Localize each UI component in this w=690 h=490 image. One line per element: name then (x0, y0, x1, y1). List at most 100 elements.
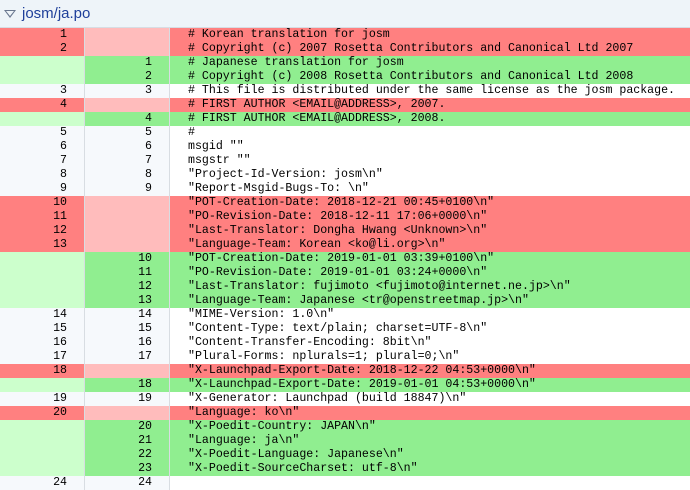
new-line-number: 3 (85, 84, 170, 98)
new-line-number: 4 (85, 112, 170, 126)
diff-line-ctx: 3 3 # This file is distributed under the s… (0, 84, 690, 98)
line-text: "POT-Creation-Date: 2019-01-01 03:39+010… (170, 252, 690, 266)
diff-line-ctx: 5 5 # (0, 126, 690, 140)
new-line-number: 20 (85, 420, 170, 434)
diff-line-add: 20 "X-Poedit-Country: JAPAN\n" (0, 420, 690, 434)
diff-line-del: 11 "PO-Revision-Date: 2018-12-11 17:06+00… (0, 210, 690, 224)
old-line-number: 18 (0, 364, 85, 378)
new-line-number: 12 (85, 280, 170, 294)
line-text: "Content-Transfer-Encoding: 8bit\n" (170, 336, 690, 350)
new-line-number: 19 (85, 392, 170, 406)
new-line-number (85, 364, 170, 378)
old-line-number: 2 (0, 42, 85, 56)
line-text (170, 476, 690, 490)
diff-line-ctx: 6 6 msgid "" (0, 140, 690, 154)
old-line-number: 5 (0, 126, 85, 140)
diff-line-add: 4 # FIRST AUTHOR <EMAIL@ADDRESS>, 2008. (0, 112, 690, 126)
new-line-number: 21 (85, 434, 170, 448)
file-header[interactable]: josm/ja.po (0, 0, 690, 28)
new-line-number (85, 406, 170, 420)
new-line-number: 14 (85, 308, 170, 322)
new-line-number: 6 (85, 140, 170, 154)
new-line-number (85, 196, 170, 210)
new-line-number (85, 28, 170, 42)
diff-line-del: 1 # Korean translation for josm (0, 28, 690, 42)
old-line-number: 16 (0, 336, 85, 350)
diff-line-add: 23 "X-Poedit-SourceCharset: utf-8\n" (0, 462, 690, 476)
old-line-number: 9 (0, 182, 85, 196)
new-line-number: 9 (85, 182, 170, 196)
old-line-number (0, 420, 85, 434)
old-line-number: 7 (0, 154, 85, 168)
line-text: # Japanese translation for josm (170, 56, 690, 70)
new-line-number (85, 238, 170, 252)
line-text: "Last-Translator: Dongha Hwang <Unknown>… (170, 224, 690, 238)
diff-line-add: 22 "X-Poedit-Language: Japanese\n" (0, 448, 690, 462)
line-text: "X-Poedit-SourceCharset: utf-8\n" (170, 462, 690, 476)
new-line-number: 17 (85, 350, 170, 364)
line-text: # Korean translation for josm (170, 28, 690, 42)
diff-line-del: 12 "Last-Translator: Dongha Hwang <Unknow… (0, 224, 690, 238)
old-line-number: 19 (0, 392, 85, 406)
diff-line-ctx: 14 14 "MIME-Version: 1.0\n" (0, 308, 690, 322)
old-line-number (0, 56, 85, 70)
line-text: "MIME-Version: 1.0\n" (170, 308, 690, 322)
diff-line-del: 2 # Copyright (c) 2007 Rosetta Contributo… (0, 42, 690, 56)
diff-line-add: 18 "X-Launchpad-Export-Date: 2019-01-01 0… (0, 378, 690, 392)
old-line-number (0, 378, 85, 392)
old-line-number (0, 448, 85, 462)
line-text: "Content-Type: text/plain; charset=UTF-8… (170, 322, 690, 336)
diff-line-ctx: 9 9 "Report-Msgid-Bugs-To: \n" (0, 182, 690, 196)
old-line-number: 10 (0, 196, 85, 210)
old-line-number: 14 (0, 308, 85, 322)
diff-line-ctx: 16 16 "Content-Transfer-Encoding: 8bit\n" (0, 336, 690, 350)
line-text: msgstr "" (170, 154, 690, 168)
new-line-number: 24 (85, 476, 170, 490)
line-text: "PO-Revision-Date: 2019-01-01 03:24+0000… (170, 266, 690, 280)
old-line-number (0, 112, 85, 126)
line-text: "X-Poedit-Country: JAPAN\n" (170, 420, 690, 434)
old-line-number: 13 (0, 238, 85, 252)
line-text: "Language-Team: Korean <ko@li.org>\n" (170, 238, 690, 252)
diff-line-del: 20 "Language: ko\n" (0, 406, 690, 420)
diff-line-del: 10 "POT-Creation-Date: 2018-12-21 00:45+0… (0, 196, 690, 210)
diff-line-add: 21 "Language: ja\n" (0, 434, 690, 448)
old-line-number: 12 (0, 224, 85, 238)
new-line-number: 7 (85, 154, 170, 168)
line-text: "POT-Creation-Date: 2018-12-21 00:45+010… (170, 196, 690, 210)
new-line-number: 5 (85, 126, 170, 140)
line-text: "Plural-Forms: nplurals=1; plural=0;\n" (170, 350, 690, 364)
line-text: # Copyright (c) 2008 Rosetta Contributor… (170, 70, 690, 84)
old-line-number: 15 (0, 322, 85, 336)
old-line-number: 20 (0, 406, 85, 420)
file-title: josm/ja.po (22, 5, 91, 22)
diff-line-del: 13 "Language-Team: Korean <ko@li.org>\n" (0, 238, 690, 252)
line-text: # FIRST AUTHOR <EMAIL@ADDRESS>, 2008. (170, 112, 690, 126)
new-line-number (85, 98, 170, 112)
line-text: # This file is distributed under the sam… (170, 84, 690, 98)
line-text: "X-Generator: Launchpad (build 18847)\n" (170, 392, 690, 406)
new-line-number: 1 (85, 56, 170, 70)
new-line-number: 22 (85, 448, 170, 462)
diff-line-add: 2 # Copyright (c) 2008 Rosetta Contributo… (0, 70, 690, 84)
line-text: # FIRST AUTHOR <EMAIL@ADDRESS>, 2007. (170, 98, 690, 112)
new-line-number: 18 (85, 378, 170, 392)
line-text: "X-Poedit-Language: Japanese\n" (170, 448, 690, 462)
triangle-down-icon[interactable] (4, 9, 16, 18)
line-text: # (170, 126, 690, 140)
diff-line-del: 18 "X-Launchpad-Export-Date: 2018-12-22 0… (0, 364, 690, 378)
old-line-number (0, 252, 85, 266)
old-line-number (0, 294, 85, 308)
line-text: "X-Launchpad-Export-Date: 2018-12-22 04:… (170, 364, 690, 378)
old-line-number: 17 (0, 350, 85, 364)
new-line-number: 15 (85, 322, 170, 336)
line-text: "Language: ko\n" (170, 406, 690, 420)
old-line-number: 6 (0, 140, 85, 154)
new-line-number (85, 210, 170, 224)
diff-view: 1 # Korean translation for josm 2 # Copyrig… (0, 28, 690, 490)
diff-line-ctx: 7 7 msgstr "" (0, 154, 690, 168)
old-line-number (0, 462, 85, 476)
line-text: "PO-Revision-Date: 2018-12-11 17:06+0000… (170, 210, 690, 224)
diff-line-add: 10 "POT-Creation-Date: 2019-01-01 03:39+0… (0, 252, 690, 266)
diff-line-ctx: 19 19 "X-Generator: Launchpad (build 18847… (0, 392, 690, 406)
